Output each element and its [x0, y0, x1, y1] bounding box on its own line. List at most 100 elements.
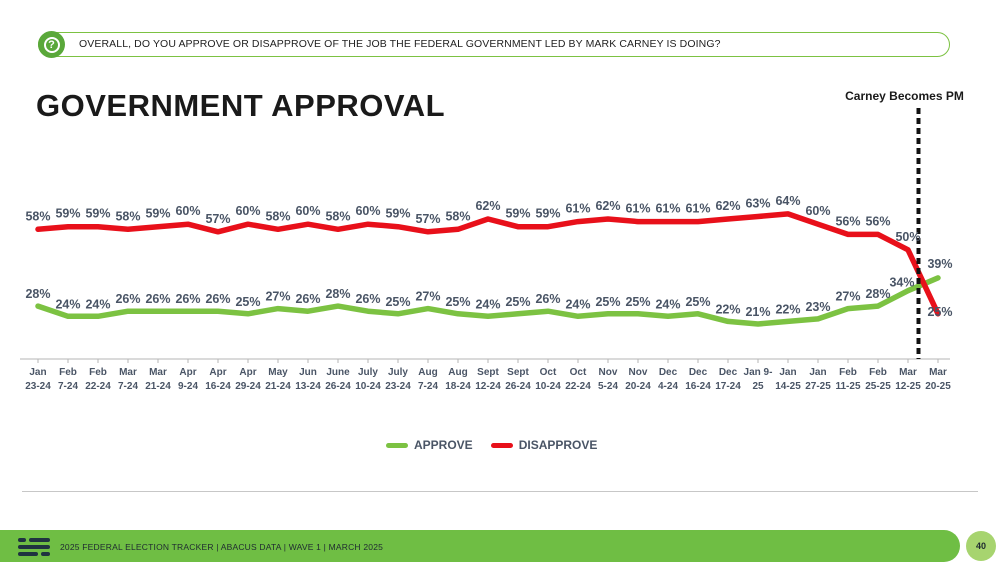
x-tick-label: May [268, 367, 288, 378]
data-label-disapprove: 56% [835, 214, 860, 228]
x-tick-label: Oct [540, 367, 557, 378]
data-label-approve: 24% [565, 297, 590, 311]
data-label-approve: 26% [355, 292, 380, 306]
x-tick-label-sub: 10-24 [355, 381, 381, 392]
abacus-logo-icon [18, 538, 50, 556]
data-label-disapprove: 60% [355, 204, 380, 218]
x-tick-label-sub: 25-25 [865, 381, 891, 392]
series-line-approve [35, 275, 941, 327]
data-label-approve: 26% [535, 292, 560, 306]
data-label-disapprove: 59% [55, 207, 80, 221]
x-tick-label-sub: 27-25 [805, 381, 831, 392]
x-tick-label: July [358, 367, 378, 378]
x-tick-label-sub: 21-24 [145, 381, 171, 392]
x-tick-label: Feb [59, 367, 77, 378]
approve-swatch [386, 442, 408, 448]
data-label-disapprove: 60% [235, 204, 260, 218]
data-label-approve: 27% [265, 290, 290, 304]
data-label-disapprove: 62% [715, 199, 740, 213]
data-label-disapprove: 58% [445, 209, 470, 223]
footer-text: 2025 FEDERAL ELECTION TRACKER | ABACUS D… [60, 542, 384, 552]
chart-title: GOVERNMENT APPROVAL [36, 88, 446, 123]
legend-label-approve: APPROVE [414, 438, 473, 452]
data-label-approve: 25% [445, 295, 470, 309]
question-icon: ? [38, 31, 65, 58]
data-label-disapprove: 64% [775, 194, 800, 208]
x-tick-label-sub: 11-25 [835, 381, 860, 392]
data-label-approve: 26% [175, 292, 200, 306]
x-tick-label: Apr [179, 367, 196, 378]
data-label-approve: 25% [385, 295, 410, 309]
data-label-approve: 25% [235, 295, 260, 309]
x-tick-label-sub: 22-24 [85, 381, 111, 392]
x-tick-label-sub: 16-24 [685, 381, 711, 392]
x-tick-label-sub: 9-24 [178, 381, 198, 392]
data-label-approve: 24% [655, 297, 680, 311]
data-label-approve: 28% [25, 287, 50, 301]
x-tick-label-sub: 12-25 [895, 381, 921, 392]
data-label-disapprove: 59% [85, 207, 110, 221]
x-tick-label: Jun [299, 367, 317, 378]
data-label-approve: 26% [205, 292, 230, 306]
data-label-disapprove: 50% [895, 230, 920, 244]
x-tick-label: Apr [239, 367, 256, 378]
data-label-disapprove: 61% [685, 202, 710, 216]
data-label-approve: 27% [835, 290, 860, 304]
data-label-approve: 25% [625, 295, 650, 309]
x-tick-label: Mar [929, 367, 947, 378]
x-tick-label: Aug [418, 367, 437, 378]
data-label-approve: 22% [775, 302, 800, 316]
data-label-approve: 28% [325, 287, 350, 301]
x-tick-label: Mar [899, 367, 917, 378]
data-label-approve: 26% [295, 292, 320, 306]
x-tick-label-sub: 7-24 [418, 381, 438, 392]
divider [22, 491, 978, 492]
data-label-approve: 26% [115, 292, 140, 306]
x-tick-label: Mar [149, 367, 167, 378]
data-label-approve: 24% [55, 297, 80, 311]
x-tick-label: Mar [119, 367, 137, 378]
x-tick-label-sub: 7-24 [118, 381, 138, 392]
question-text: OVERALL, DO YOU APPROVE OR DISAPPROVE OF… [79, 38, 721, 50]
data-label-approve: 28% [865, 287, 890, 301]
data-label-approve: 24% [85, 297, 110, 311]
data-label-approve: 27% [415, 290, 440, 304]
x-tick-label-sub: 26-24 [505, 381, 531, 392]
x-tick-label: Nov [599, 367, 618, 378]
data-label-approve: 22% [715, 302, 740, 316]
data-label-disapprove: 58% [115, 209, 140, 223]
legend-item-approve: APPROVE [386, 438, 473, 452]
x-tick-label-sub: 18-24 [445, 381, 471, 392]
data-label-disapprove: 57% [205, 212, 230, 226]
data-label-disapprove: 59% [145, 207, 170, 221]
x-tick-label: Jan [809, 367, 826, 378]
x-tick-label-sub: 20-24 [625, 381, 651, 392]
footer-bar [0, 530, 960, 562]
x-tick-label: Feb [839, 367, 857, 378]
x-tick-label: Oct [570, 367, 587, 378]
line-chart: Jan 23-24 Feb 7-24 Feb 22-24 Mar 7-24 Mar 21-24 Ap… [20, 89, 964, 392]
data-label-approve: 25% [505, 295, 530, 309]
data-label-disapprove: 59% [505, 207, 530, 221]
data-label-approve: 21% [745, 305, 770, 319]
data-label-disapprove: 60% [295, 204, 320, 218]
x-tick-label-sub: 4-24 [658, 381, 678, 392]
data-label-disapprove: 56% [865, 214, 890, 228]
disapprove-swatch [490, 442, 513, 448]
data-label-disapprove: 60% [175, 204, 200, 218]
page-number: 40 [966, 531, 996, 561]
data-label-approve: 25% [685, 295, 710, 309]
x-tick-label-sub: 10-24 [535, 381, 561, 392]
data-label-disapprove: 59% [385, 207, 410, 221]
x-tick-label: Jan [779, 367, 796, 378]
legend-item-disapprove: DISAPPROVE [490, 438, 597, 452]
x-tick-label: Jan 9- [744, 367, 773, 378]
data-label-disapprove: 57% [415, 212, 440, 226]
x-tick-label-sub: 20-25 [925, 381, 951, 392]
data-label-approve: 25% [595, 295, 620, 309]
data-label-disapprove: 61% [655, 202, 680, 216]
data-label-disapprove: 63% [745, 196, 770, 210]
data-label-disapprove: 59% [535, 207, 560, 221]
x-tick-label-sub: 22-24 [565, 381, 591, 392]
annotation-label: Carney Becomes PM [845, 89, 964, 103]
